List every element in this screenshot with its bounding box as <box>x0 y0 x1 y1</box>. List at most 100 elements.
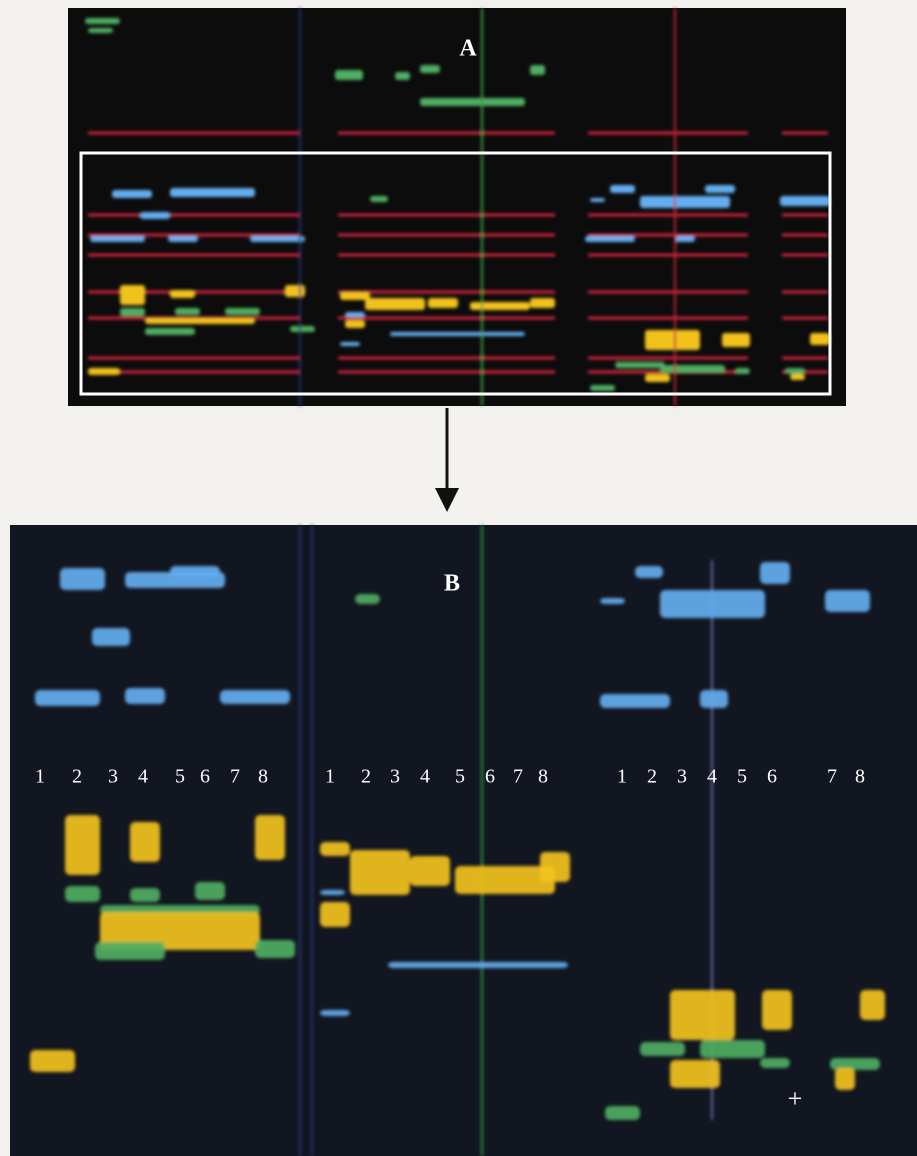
band <box>345 312 365 317</box>
band <box>735 368 750 374</box>
band <box>645 374 670 382</box>
band <box>88 28 113 33</box>
band <box>285 285 305 297</box>
band <box>782 317 828 320</box>
lane-number: 3 <box>108 766 118 788</box>
band <box>338 254 555 257</box>
lane-number: 2 <box>361 766 371 788</box>
band <box>320 842 350 856</box>
band <box>420 98 525 106</box>
band <box>420 65 440 73</box>
band <box>112 190 152 198</box>
panel-label: B <box>444 571 460 597</box>
band <box>605 1106 640 1120</box>
band <box>780 196 830 206</box>
band <box>90 236 145 242</box>
band <box>470 302 530 310</box>
band <box>588 254 748 257</box>
lane-number: 5 <box>455 766 465 788</box>
band <box>860 990 885 1020</box>
band <box>255 815 285 860</box>
band <box>338 132 555 135</box>
band <box>790 374 805 380</box>
lane-number: 8 <box>258 766 268 788</box>
band <box>782 291 828 294</box>
band <box>120 285 145 305</box>
band <box>168 236 198 242</box>
band <box>760 562 790 584</box>
band <box>588 317 748 320</box>
band <box>782 254 828 257</box>
lane-number: 5 <box>737 766 747 788</box>
lane-number: 1 <box>617 766 627 788</box>
band <box>140 212 170 219</box>
band <box>588 357 748 360</box>
band <box>530 298 555 308</box>
band <box>195 882 225 900</box>
band <box>65 886 100 902</box>
band <box>388 962 568 968</box>
lane-number: 2 <box>72 766 82 788</box>
band <box>120 308 145 316</box>
band <box>785 368 805 374</box>
band <box>320 1010 350 1016</box>
band <box>835 1068 855 1090</box>
band <box>590 198 605 202</box>
lane-number: 8 <box>538 766 548 788</box>
band <box>810 333 830 345</box>
band <box>220 690 290 704</box>
band <box>825 590 870 612</box>
band <box>35 690 100 706</box>
lane-number: 7 <box>827 766 837 788</box>
band <box>782 234 828 237</box>
band <box>250 236 305 242</box>
figure: A B 123456781234567812345678 + <box>0 0 917 1156</box>
band <box>600 694 670 708</box>
band <box>370 196 388 202</box>
panel-label: A <box>459 36 477 62</box>
band <box>88 214 300 217</box>
band <box>428 298 458 308</box>
band <box>130 888 160 902</box>
band <box>722 333 750 347</box>
band <box>700 690 728 708</box>
band <box>660 365 725 373</box>
band <box>125 688 165 704</box>
band <box>340 292 370 300</box>
lane-number: 6 <box>767 766 777 788</box>
band <box>335 70 363 80</box>
band <box>590 385 615 391</box>
band <box>610 185 635 193</box>
band <box>670 990 735 1040</box>
band <box>340 342 360 346</box>
band <box>345 320 365 328</box>
band <box>170 188 255 197</box>
lane-number: 7 <box>513 766 523 788</box>
lane-number: 6 <box>485 766 495 788</box>
band <box>145 318 255 324</box>
band <box>760 1058 790 1068</box>
band <box>640 1042 685 1056</box>
band <box>290 326 315 332</box>
band <box>88 368 120 375</box>
lane-number: 3 <box>390 766 400 788</box>
band <box>170 566 220 576</box>
band <box>762 990 792 1030</box>
band <box>338 291 555 294</box>
band <box>700 1040 765 1058</box>
lane-number: 7 <box>230 766 240 788</box>
band <box>705 185 735 193</box>
band <box>585 236 635 242</box>
band <box>588 291 748 294</box>
band <box>670 1060 720 1088</box>
band <box>635 566 663 578</box>
band <box>88 357 300 360</box>
band <box>338 357 555 360</box>
lane-number: 3 <box>677 766 687 788</box>
band <box>65 815 100 875</box>
band <box>175 308 200 315</box>
band <box>60 568 105 590</box>
band <box>365 298 425 310</box>
band <box>30 1050 75 1072</box>
band <box>640 196 730 208</box>
